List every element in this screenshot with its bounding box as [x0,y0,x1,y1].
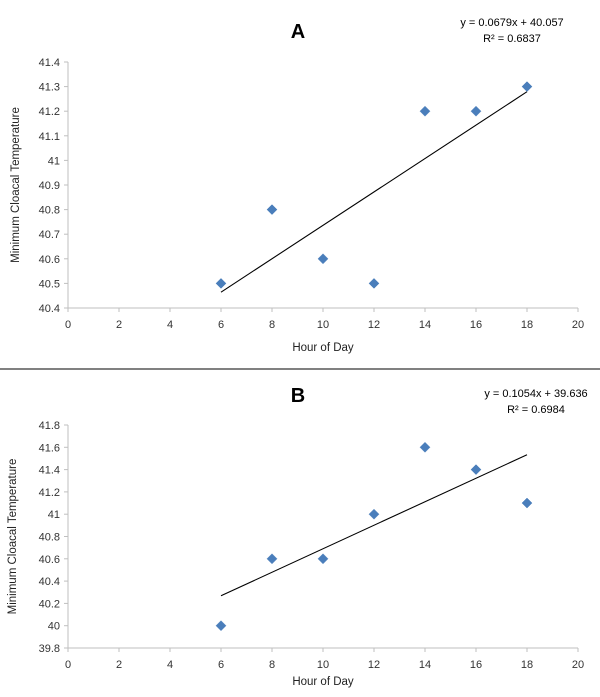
x-tick-label: 0 [65,659,71,671]
x-tick-label: 14 [419,659,431,671]
y-tick-label: 40.9 [39,180,60,192]
x-tick-label: 8 [269,659,275,671]
y-tick-label: 41.1 [39,131,60,143]
data-point [470,105,482,117]
x-tick-label: 20 [572,659,584,671]
x-tick-label: 18 [521,319,533,331]
trendline-equation: y = 0.0679x + 40.057 [460,17,563,29]
y-tick-label: 41 [48,509,60,521]
y-tick-label: 41.4 [39,57,60,69]
y-tick-label: 39.8 [39,643,60,655]
y-tick-label: 40.5 [39,278,60,290]
x-tick-label: 2 [116,659,122,671]
x-tick-label: 10 [317,659,329,671]
y-tick-label: 41.3 [39,82,60,94]
chart-title: B [291,385,305,407]
data-point [521,497,533,509]
y-tick-label: 41.4 [39,465,60,477]
y-tick-label: 40.6 [39,254,60,266]
y-tick-label: 40.6 [39,554,60,566]
y-tick-label: 41.2 [39,487,60,499]
x-axis-label: Hour of Day [292,342,354,354]
data-point [215,278,227,289]
y-tick-label: 40.4 [39,303,60,315]
x-tick-label: 16 [470,319,482,331]
x-tick-label: 4 [167,319,173,331]
data-point [317,553,329,565]
x-tick-label: 18 [521,659,533,671]
chart-title: A [291,21,305,43]
x-tick-label: 2 [116,319,122,331]
data-point [215,620,227,632]
data-point [419,105,431,117]
data-point [521,81,533,92]
x-tick-label: 8 [269,319,275,331]
data-point [470,464,482,475]
y-tick-label: 40.4 [39,576,60,588]
data-point [419,441,431,453]
x-tick-label: 14 [419,319,431,331]
y-tick-label: 40.2 [39,598,60,610]
y-tick-label: 40.7 [39,229,60,241]
y-tick-label: 41 [48,155,60,167]
x-tick-label: 12 [368,319,380,331]
y-tick-label: 41.6 [39,442,60,454]
x-axis-label: Hour of Day [292,676,354,688]
trendline [220,91,528,293]
data-point [368,508,380,520]
y-tick-label: 40.8 [39,532,60,544]
x-tick-label: 20 [572,319,584,331]
y-tick-label: 41.2 [39,106,60,118]
data-point [266,204,278,215]
y-tick-label: 41.8 [39,420,60,432]
trendline-r-squared: R² = 0.6984 [507,404,565,416]
x-tick-label: 16 [470,659,482,671]
x-tick-label: 4 [167,659,173,671]
y-tick-label: 40 [48,621,60,633]
y-axis-label: Minimum Cloacal Temperature [10,107,22,263]
x-tick-label: 6 [218,319,224,331]
y-tick-label: 40.8 [39,205,60,217]
y-axis-label: Minimum Cloacal Temperature [7,459,19,615]
x-tick-label: 0 [65,319,71,331]
data-point [317,253,329,265]
x-tick-label: 12 [368,659,380,671]
trendline-equation: y = 0.1054x + 39.636 [484,388,587,400]
x-tick-label: 6 [218,659,224,671]
data-point [368,278,380,289]
data-point [266,553,278,565]
trendline-r-squared: R² = 0.6837 [483,33,541,45]
trendline [220,454,528,597]
x-tick-label: 10 [317,319,329,331]
